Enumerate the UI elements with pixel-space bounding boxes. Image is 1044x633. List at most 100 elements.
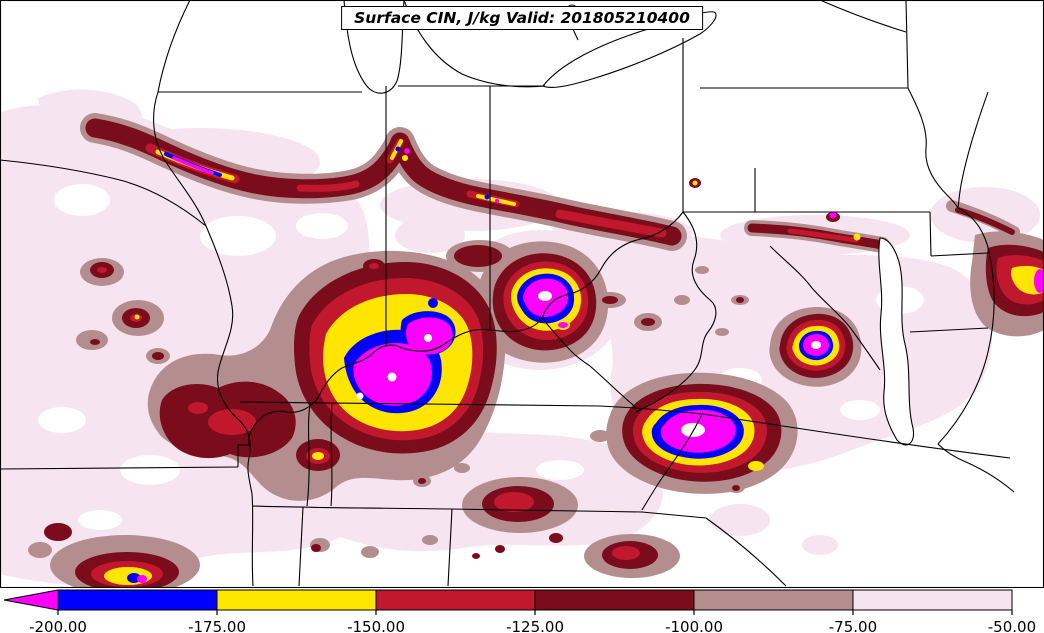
pink-level-fills-shape [677,244,767,300]
pink-white-holes-shape [840,400,880,420]
state-boundaries-layer-shape [541,317,591,367]
core-white-holes-shape [387,372,397,382]
darkred-level-fills-shape [732,485,740,491]
yellow-level-fills-shape [692,180,698,186]
pink-white-holes-shape [38,407,86,433]
yellow-level-fills-shape [853,233,861,241]
magenta-level-fills-shape [1034,269,1044,293]
magenta-level-fills-shape [494,198,500,204]
magenta-level-fills-shape [137,575,147,583]
mauve-level-fills-shape [715,328,729,336]
state-boundaries-layer-shape [239,401,1011,459]
state-boundaries-layer-shape [641,511,787,587]
colorbar-labels: -200.00 -175.00 -150.00 -125.00 -100.00 … [0,618,1044,633]
blue-level-fills-shape [395,146,401,152]
state-boundaries-layer-shape [929,211,932,257]
colorbar-tick-label: -125.00 [506,618,564,633]
magenta-level-fills-shape [829,211,837,219]
colorbar-segment [534,589,695,611]
blue-level-fills-shape [484,194,490,200]
pink-white-holes-shape [54,184,110,216]
water-bodies-layer-shape [542,11,717,88]
state-boundaries-layer-shape [330,403,333,507]
pink-white-holes-shape [200,216,276,256]
state-boundaries-layer-shape [251,505,643,513]
colorbar: -200.00 -175.00 -150.00 -125.00 -100.00 … [0,588,1044,633]
map-title: Surface CIN, J/kg Valid: 201805210400 [354,9,690,27]
colorbar-tick-label: -200.00 [29,618,87,633]
mauve-level-fills-shape [674,295,690,305]
colorbar-extend-arrow [3,589,59,611]
state-boundaries-layer-shape [641,413,703,511]
pink-level-fills-shape [0,290,40,370]
crimson-level-fills-shape [208,409,256,435]
cin-contour-map [0,0,1044,588]
state-boundaries-layer-shape [957,207,990,253]
state-boundaries-layer-shape [589,365,637,409]
colorbar-segment [57,589,218,611]
state-boundaries-layer-shape [930,252,989,257]
state-boundaries-layer-shape [447,508,453,587]
colorbar-segment [375,589,536,611]
state-boundaries-layer-shape [909,327,989,333]
state-boundaries-layer-shape [907,87,959,209]
state-boundaries-layer-shape [635,211,717,413]
darkred-level-fills-shape [495,545,505,553]
state-boundaries-layer-shape [0,466,239,470]
state-boundaries-layer-shape [153,91,254,587]
pink-white-holes-shape [120,455,180,485]
pink-level-fills-shape [710,504,770,536]
colorbar-tick-label: -50.00 [987,618,1037,633]
state-boundaries-layer-shape [937,251,995,445]
core-white-holes-shape [811,341,821,349]
state-boundaries-layer [0,0,1044,588]
colorbar-tick-label: -150.00 [347,618,405,633]
magenta-level-fills-shape [404,148,410,154]
crimson-level-fills-shape [296,180,360,192]
yellow-level-fills-shape [748,461,764,471]
mauve-level-fills-shape [695,266,709,274]
crimson-level-fills-shape [787,228,859,243]
state-boundaries-layer-shape [306,403,311,507]
colorbar-segment [693,589,854,611]
blue-level-fills-shape [428,298,438,308]
core-white-holes-shape [538,291,552,301]
darkred-level-fills-shape [549,533,563,543]
darkred-level-fills-shape [454,245,502,267]
crimson-level-fills-shape [555,209,667,238]
state-boundaries-layer-shape [237,444,251,467]
pink-white-holes-shape [296,213,348,239]
colorbar-bar [3,589,1013,615]
crimson-level-fills-shape [612,546,640,560]
core-white-holes-shape [424,334,432,342]
crimson-level-fills-shape [188,402,208,414]
map-area: Surface CIN, J/kg Valid: 201805210400 [0,0,1044,588]
crimson-level-fills-shape [494,492,534,512]
darkred-level-fills-shape [602,296,618,304]
map-title-box: Surface CIN, J/kg Valid: 201805210400 [341,6,703,30]
state-boundaries-layer-shape [248,211,684,445]
crimson-level-fills-shape [97,267,107,273]
colorbar-tick-label: -175.00 [188,618,246,633]
mauve-level-fills-shape [28,542,52,558]
mauve-level-fills-shape [454,463,470,473]
mauve-level-fills-shape [422,535,438,545]
darkred-level-fills-shape [418,478,426,484]
darkred-level-fills-shape [736,297,744,303]
mauve-level-fills-shape [361,546,379,558]
colorbar-segment [852,589,1013,611]
magenta-level-fills-shape [558,322,568,328]
state-boundaries-layer-shape [905,0,909,89]
state-boundaries-layer-shape [957,91,989,209]
pink-white-holes-shape [536,460,584,480]
darkred-level-fills-shape [90,339,100,345]
darkred-level-fills-shape [955,207,1015,235]
state-boundaries-layer-shape [769,245,881,371]
state-boundaries-layer-shape [819,0,907,33]
darkred-level-fills-shape [44,523,72,541]
colorbar-segment [216,589,377,611]
state-boundaries-layer-shape [937,443,1015,493]
darkred-level-fills-shape [641,318,655,326]
state-boundaries-layer-shape [298,506,304,587]
